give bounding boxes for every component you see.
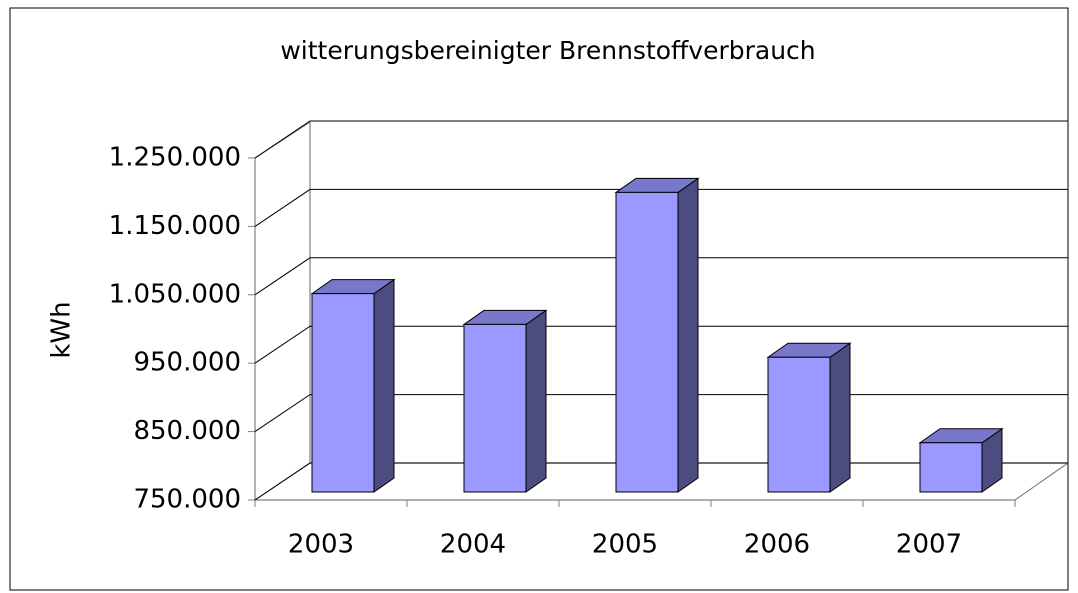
- x-tick-label: 2003: [288, 530, 354, 560]
- bar: [767, 356, 831, 493]
- x-tick-label: 2005: [592, 530, 658, 560]
- chart-border: [9, 7, 1069, 591]
- grid-line: [254, 325, 1068, 364]
- bar: [311, 293, 375, 493]
- bar-side: [677, 177, 699, 493]
- y-tick-label: 850.000: [133, 416, 241, 446]
- grid-line: [254, 257, 1068, 296]
- y-tick-label: 1.150.000: [109, 211, 241, 241]
- y-tick-label: 750.000: [133, 485, 241, 515]
- grid-line: [254, 120, 1068, 159]
- y-tick-label: 1.050.000: [109, 279, 241, 309]
- bar-side: [373, 278, 395, 493]
- y-axis-label: kWh: [47, 301, 77, 358]
- bar: [463, 323, 527, 493]
- bar: [615, 191, 679, 493]
- x-tick-label: 2006: [744, 530, 810, 560]
- x-tick-label: 2004: [440, 530, 506, 560]
- y-tick-label: 950.000: [133, 348, 241, 378]
- bar-side: [525, 309, 547, 493]
- y-tick-label: 1.250.000: [109, 143, 241, 173]
- x-tick-label: 2007: [896, 530, 962, 560]
- grid-line: [254, 188, 1068, 227]
- chart-title: witterungsbereinigter Brennstoffverbrauc…: [280, 36, 815, 65]
- bar: [919, 442, 983, 493]
- bar-side: [829, 342, 851, 493]
